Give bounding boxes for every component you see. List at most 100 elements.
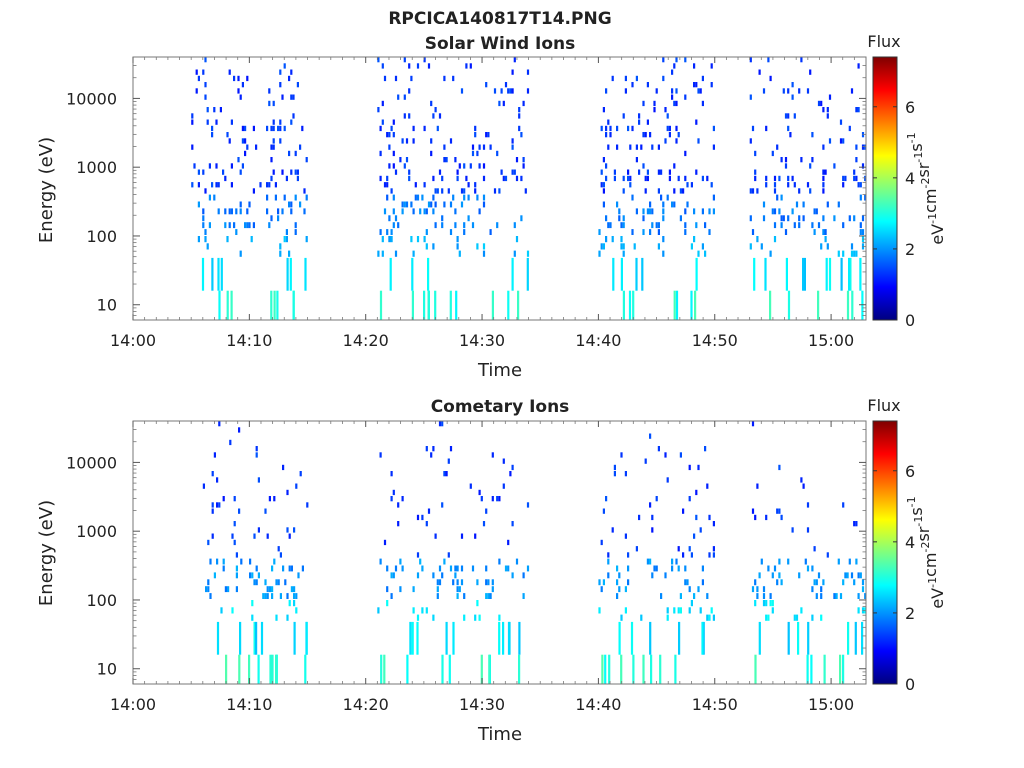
data-cell [478, 208, 481, 215]
data-cell [806, 565, 810, 572]
data-cell [388, 132, 391, 138]
data-cell [474, 533, 477, 539]
data-cell [305, 194, 308, 201]
data-cell [482, 144, 486, 150]
data-cell [785, 257, 788, 291]
data-cell [275, 654, 278, 684]
data-cell [279, 119, 282, 125]
data-cell [686, 579, 689, 586]
data-cell [664, 452, 667, 458]
data-cell [855, 107, 858, 113]
data-cell [290, 586, 293, 593]
data-cell [842, 502, 845, 508]
data-cell [649, 201, 652, 208]
data-cell [235, 552, 238, 558]
data-cell [227, 586, 230, 593]
data-cell [390, 496, 393, 502]
data-cell [489, 229, 492, 235]
data-cell [602, 157, 605, 163]
data-cell [673, 607, 676, 614]
data-cell [754, 150, 757, 157]
data-cell [809, 188, 812, 194]
data-cell [682, 508, 685, 514]
data-cell [798, 572, 801, 579]
data-cell [618, 215, 621, 222]
data-cell [802, 483, 805, 489]
data-cell [423, 125, 426, 132]
data-cell [487, 132, 490, 138]
data-cell [405, 201, 409, 208]
data-cell [756, 593, 759, 599]
data-cell [449, 138, 453, 144]
data-cell [423, 182, 426, 188]
data-cell [859, 194, 862, 201]
data-cell [257, 572, 260, 579]
data-cell [507, 88, 510, 94]
data-cell [454, 157, 457, 163]
data-cell [390, 125, 393, 132]
data-cell [765, 514, 768, 521]
data-cell [853, 521, 856, 527]
data-cell [197, 182, 200, 188]
data-cell [622, 175, 625, 182]
data-cell [688, 607, 691, 614]
data-cell [202, 208, 205, 215]
data-cell [611, 236, 614, 243]
data-cell [806, 88, 810, 94]
data-cell [217, 208, 220, 215]
data-cell [454, 565, 457, 572]
data-cell [708, 552, 711, 558]
data-cell [795, 201, 799, 208]
data-cell [657, 169, 660, 175]
data-cell [401, 201, 404, 208]
data-cell [671, 558, 674, 565]
data-cell [826, 107, 829, 113]
data-cell [377, 57, 380, 63]
data-cell [389, 257, 392, 291]
data-cell [609, 125, 612, 132]
data-cell [684, 94, 687, 100]
data-cell [286, 527, 289, 533]
data-cell [679, 607, 682, 614]
data-cell [427, 201, 431, 208]
spectrogram-cells [202, 421, 867, 684]
data-cell [235, 565, 238, 572]
data-cell [218, 502, 221, 508]
data-cell [226, 236, 229, 243]
data-cell [616, 565, 619, 572]
data-cell [677, 175, 680, 182]
data-cell [631, 82, 634, 88]
data-cell [791, 208, 794, 215]
colorbar-tick-label: 4 [905, 533, 915, 552]
data-cell [379, 452, 382, 458]
data-cell [776, 579, 779, 586]
data-cell [253, 579, 256, 586]
data-cell [802, 257, 805, 291]
data-cell [381, 63, 384, 69]
data-cell [485, 579, 488, 586]
data-cell [690, 290, 693, 320]
data-cell [793, 113, 796, 119]
data-cell [760, 243, 763, 250]
data-cell [478, 614, 481, 621]
data-cell [758, 572, 761, 579]
data-cell [753, 257, 756, 291]
data-cell [498, 496, 501, 502]
data-cell [294, 194, 297, 201]
data-cell [228, 208, 231, 215]
data-cell [690, 243, 693, 250]
data-cell [600, 169, 603, 175]
data-cell [498, 621, 501, 655]
data-cell [392, 194, 395, 201]
data-cell [778, 558, 781, 565]
data-cell [679, 452, 682, 458]
data-cell [820, 100, 823, 107]
data-cell [250, 236, 253, 243]
data-cell [800, 477, 803, 483]
y-tick-label: 10 [97, 296, 117, 315]
data-cell [825, 257, 828, 291]
data-cell [403, 94, 406, 100]
data-cell [706, 593, 709, 599]
data-cell [622, 290, 625, 320]
data-cell [197, 236, 200, 243]
